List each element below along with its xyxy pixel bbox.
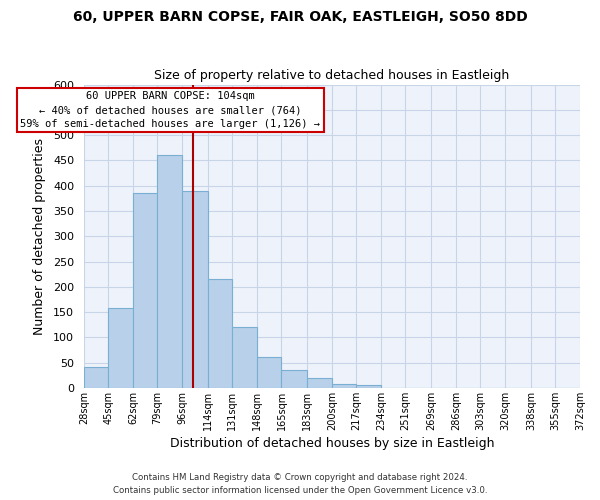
Bar	[257, 356, 281, 388]
Y-axis label: Number of detached properties: Number of detached properties	[33, 138, 46, 334]
Bar	[307, 378, 332, 388]
Text: 60 UPPER BARN COPSE: 104sqm
← 40% of detached houses are smaller (764)
59% of se: 60 UPPER BARN COPSE: 104sqm ← 40% of det…	[20, 92, 320, 130]
Bar	[208, 279, 232, 388]
Bar	[157, 156, 182, 388]
Text: 60, UPPER BARN COPSE, FAIR OAK, EASTLEIGH, SO50 8DD: 60, UPPER BARN COPSE, FAIR OAK, EASTLEIG…	[73, 10, 527, 24]
Text: Contains HM Land Registry data © Crown copyright and database right 2024.
Contai: Contains HM Land Registry data © Crown c…	[113, 474, 487, 495]
Bar	[84, 366, 109, 388]
X-axis label: Distribution of detached houses by size in Eastleigh: Distribution of detached houses by size …	[170, 437, 494, 450]
Bar	[182, 190, 208, 388]
Bar	[133, 194, 157, 388]
Bar	[332, 384, 356, 388]
Bar	[109, 308, 133, 388]
Bar	[356, 386, 381, 388]
Bar	[232, 327, 257, 388]
Bar	[281, 370, 307, 388]
Title: Size of property relative to detached houses in Eastleigh: Size of property relative to detached ho…	[154, 69, 509, 82]
